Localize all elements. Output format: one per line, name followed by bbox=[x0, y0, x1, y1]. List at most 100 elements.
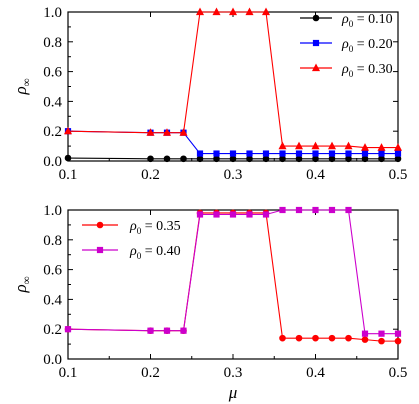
legend-label: ρ0 = 0.35 bbox=[129, 219, 181, 236]
legend-marker bbox=[312, 14, 320, 22]
data-point bbox=[146, 128, 155, 136]
data-point bbox=[327, 141, 337, 150]
data-point bbox=[361, 330, 369, 337]
data-point bbox=[279, 155, 286, 163]
legend-label: ρ0 = 0.40 bbox=[129, 244, 181, 261]
data-point bbox=[295, 334, 303, 342]
data-point bbox=[278, 141, 287, 150]
x-tick-label: 0.5 bbox=[389, 365, 408, 381]
data-point bbox=[213, 211, 220, 218]
series-3 bbox=[63, 7, 403, 151]
data-point bbox=[361, 150, 369, 157]
data-point bbox=[162, 128, 172, 136]
series-line bbox=[67, 209, 398, 335]
data-point bbox=[196, 155, 204, 163]
data-point bbox=[196, 150, 204, 157]
data-point bbox=[394, 150, 402, 157]
x-tick-label: 0.5 bbox=[389, 167, 408, 183]
data-point bbox=[394, 330, 402, 337]
data-point bbox=[229, 155, 237, 163]
x-tick-label: 0.2 bbox=[141, 167, 160, 183]
y-tick-label: 0.6 bbox=[43, 263, 62, 279]
data-point bbox=[360, 143, 370, 151]
data-point bbox=[196, 211, 204, 218]
data-point bbox=[147, 155, 154, 163]
data-point bbox=[394, 155, 402, 163]
data-point bbox=[378, 155, 385, 163]
series-line bbox=[67, 11, 398, 149]
y-axis-label: ρ∞ bbox=[11, 276, 33, 293]
data-point bbox=[246, 155, 253, 163]
y-tick-label: 0.0 bbox=[43, 154, 62, 170]
series-1 bbox=[64, 209, 402, 345]
data-point bbox=[345, 150, 352, 157]
x-tick-label: 0.3 bbox=[224, 365, 243, 381]
data-point bbox=[229, 150, 237, 157]
legend: ρ0 = 0.35 ρ0 = 0.40 bbox=[82, 219, 181, 261]
data-point bbox=[63, 126, 73, 135]
data-point bbox=[212, 7, 221, 16]
data-point bbox=[180, 327, 187, 334]
data-point bbox=[361, 155, 369, 163]
data-point bbox=[279, 334, 286, 342]
data-point bbox=[64, 154, 72, 162]
data-point bbox=[228, 7, 238, 16]
y-tick-label: 0.0 bbox=[43, 352, 62, 368]
data-point bbox=[378, 330, 385, 337]
series-line bbox=[67, 212, 398, 342]
y-tick-label: 0.4 bbox=[43, 292, 62, 308]
x-axis-label: μ bbox=[228, 383, 238, 402]
legend-label: ρ0 = 0.30 bbox=[341, 62, 393, 79]
data-point bbox=[345, 155, 352, 163]
data-point bbox=[262, 211, 270, 218]
data-point bbox=[328, 155, 336, 163]
data-point bbox=[261, 7, 271, 16]
data-point bbox=[147, 327, 154, 334]
x-tick-label: 0.1 bbox=[59, 365, 78, 381]
data-point bbox=[246, 150, 253, 157]
data-point bbox=[312, 155, 319, 163]
plot-frame bbox=[67, 11, 399, 162]
x-tick-label: 0.4 bbox=[306, 365, 325, 381]
y-tick-label: 0.4 bbox=[43, 94, 62, 110]
data-point bbox=[163, 327, 171, 334]
data-point bbox=[345, 334, 352, 342]
data-point bbox=[312, 206, 319, 214]
x-tick-label: 0.2 bbox=[141, 365, 160, 381]
data-point bbox=[180, 155, 187, 163]
legend: ρ0 = 0.10 ρ0 = 0.20 ρ0 = 0.30 bbox=[300, 12, 393, 79]
data-point bbox=[311, 141, 320, 150]
y-tick-label: 0.2 bbox=[43, 124, 62, 140]
legend-label: ρ0 = 0.20 bbox=[341, 37, 393, 54]
y-tick-label: 0.8 bbox=[43, 35, 62, 51]
data-point bbox=[262, 150, 270, 157]
data-point bbox=[377, 143, 386, 151]
data-point bbox=[179, 128, 188, 136]
chart-panel-2: 0.0 0.2 0.4 0.6 0.8 1.0 0.1 0.2 0.3 0.4 0.5 ρ∞ μ ρ0 =… bbox=[11, 203, 407, 402]
y-tick-label: 0.6 bbox=[43, 65, 62, 81]
y-tick-label: 0.8 bbox=[43, 233, 62, 249]
data-point bbox=[312, 150, 319, 157]
data-point bbox=[295, 155, 303, 163]
y-tick-label: 0.2 bbox=[43, 322, 62, 338]
data-point bbox=[393, 143, 403, 151]
legend-label: ρ0 = 0.10 bbox=[341, 12, 393, 29]
legend-marker bbox=[96, 221, 104, 229]
data-point bbox=[64, 326, 72, 333]
data-point bbox=[294, 141, 304, 150]
data-point bbox=[378, 337, 385, 345]
data-point bbox=[295, 206, 303, 214]
data-point bbox=[279, 150, 286, 157]
data-point bbox=[213, 155, 220, 163]
y-tick-label: 1.0 bbox=[43, 203, 62, 219]
data-point bbox=[229, 211, 237, 218]
legend-marker bbox=[96, 246, 104, 254]
data-point bbox=[328, 206, 336, 214]
data-point bbox=[345, 206, 352, 214]
data-point bbox=[262, 155, 270, 163]
data-point bbox=[312, 334, 319, 342]
legend-marker bbox=[312, 39, 320, 47]
data-point bbox=[213, 150, 220, 157]
x-tick-label: 0.1 bbox=[59, 167, 78, 183]
